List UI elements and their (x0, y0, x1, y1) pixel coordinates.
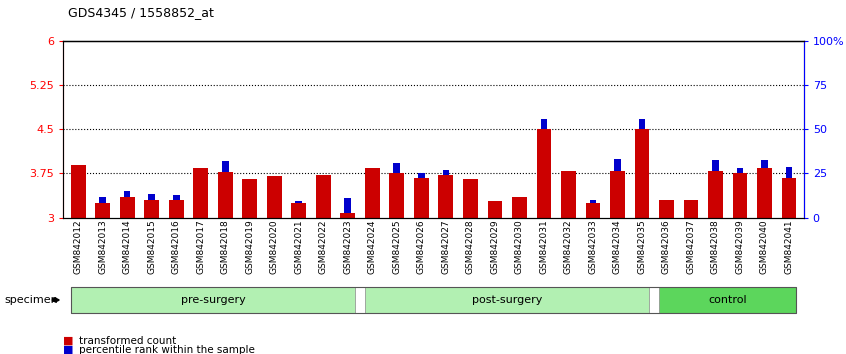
Bar (194, 167, 208, 218)
Bar (614, 159, 621, 171)
Text: percentile rank within the sample: percentile rank within the sample (79, 345, 255, 354)
Bar (148, 194, 155, 200)
Bar (536, 129, 552, 218)
Bar (99, 197, 106, 203)
Bar (295, 201, 302, 203)
Bar (173, 195, 179, 200)
Bar (71, 287, 355, 313)
Bar (442, 170, 449, 175)
Bar (786, 167, 793, 178)
Text: post-surgery: post-surgery (472, 295, 542, 305)
Bar (414, 178, 429, 218)
Bar (761, 160, 768, 167)
Bar (344, 198, 351, 213)
Bar (169, 200, 184, 218)
Bar (610, 171, 624, 218)
Text: control: control (708, 295, 747, 305)
Text: specimen: specimen (4, 295, 58, 305)
Bar (96, 203, 110, 218)
Bar (266, 176, 282, 218)
Bar (487, 201, 503, 218)
Bar (365, 167, 380, 218)
Bar (733, 173, 747, 218)
Text: GDS4345 / 1558852_at: GDS4345 / 1558852_at (68, 6, 213, 19)
Text: transformed count: transformed count (79, 336, 176, 346)
Bar (145, 200, 159, 218)
Text: ■: ■ (63, 336, 74, 346)
Bar (782, 178, 796, 218)
Bar (291, 203, 306, 218)
Bar (639, 119, 645, 129)
Bar (393, 163, 400, 173)
Bar (708, 171, 722, 218)
Bar (438, 175, 453, 218)
Bar (365, 287, 649, 313)
Bar (712, 160, 719, 171)
Bar (757, 167, 772, 218)
Bar (737, 167, 744, 173)
Bar (120, 197, 135, 218)
Bar (684, 200, 698, 218)
Bar (222, 161, 228, 172)
Bar (590, 200, 596, 203)
Bar (418, 173, 425, 178)
Bar (71, 287, 796, 313)
FancyArrow shape (52, 298, 59, 302)
Bar (124, 191, 130, 197)
Bar (218, 172, 233, 218)
Bar (659, 287, 796, 313)
Text: pre-surgery: pre-surgery (180, 295, 245, 305)
Bar (512, 197, 527, 218)
Bar (389, 173, 404, 218)
Text: ■: ■ (63, 345, 74, 354)
Bar (243, 179, 257, 218)
Bar (659, 200, 673, 218)
Bar (71, 165, 85, 218)
Bar (463, 179, 478, 218)
Bar (316, 175, 331, 218)
Bar (585, 203, 601, 218)
Bar (561, 171, 576, 218)
Bar (340, 213, 355, 218)
Bar (541, 119, 547, 129)
Bar (634, 129, 649, 218)
